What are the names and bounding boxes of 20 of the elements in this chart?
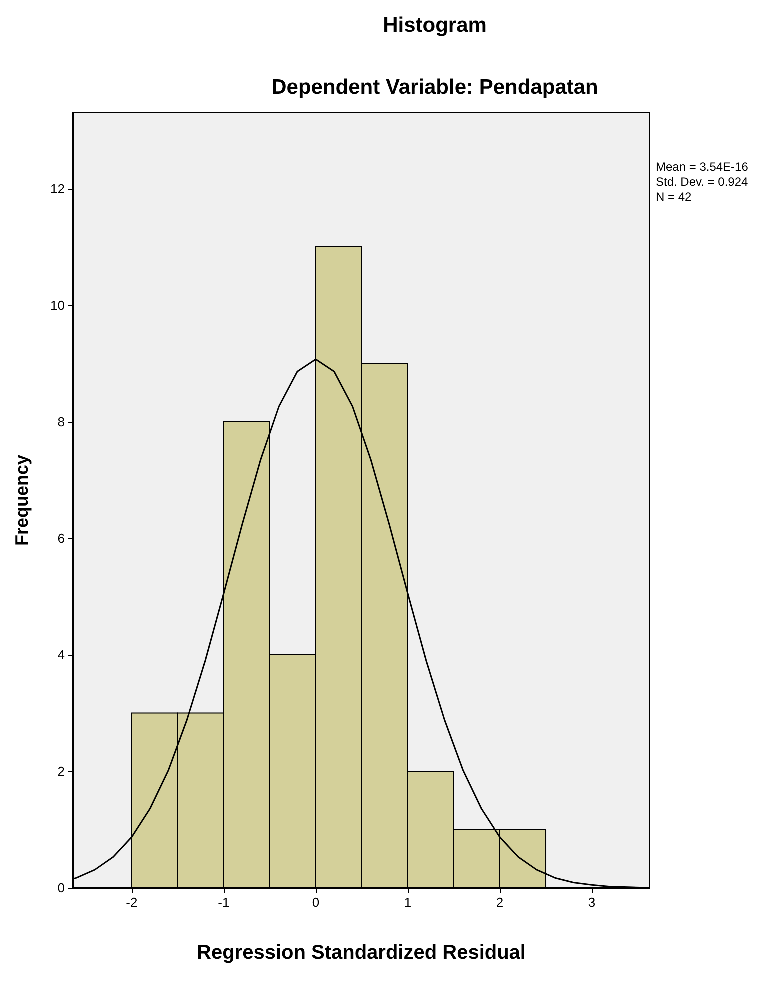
x-tick-label: 0: [312, 895, 320, 910]
y-tick-label: 12: [50, 181, 65, 196]
y-tick-label: 2: [58, 764, 65, 779]
x-tick-label: 2: [496, 895, 504, 910]
text: Mean = 3.54E-16: [656, 160, 749, 174]
chart-title: Histogram: [383, 14, 487, 37]
chart-subtitle: Dependent Variable: Pendapatan: [272, 76, 598, 99]
y-tick-label: 10: [50, 298, 65, 313]
y-tick-label: 4: [58, 647, 65, 662]
text: N = 42: [656, 190, 692, 204]
x-tick-label: 3: [588, 895, 596, 910]
text: Std. Dev. = 0.924: [656, 175, 748, 189]
x-tick-label: -1: [218, 895, 230, 910]
y-axis-title: Frequency: [12, 454, 32, 546]
y-tick-label: 0: [58, 880, 65, 896]
y-tick-label: 8: [58, 414, 65, 430]
x-tick-label: -2: [126, 895, 138, 910]
y-tick-label: 6: [58, 530, 65, 546]
x-axis-title: Regression Standardized Residual: [197, 942, 526, 964]
x-tick-label: 1: [404, 895, 412, 910]
